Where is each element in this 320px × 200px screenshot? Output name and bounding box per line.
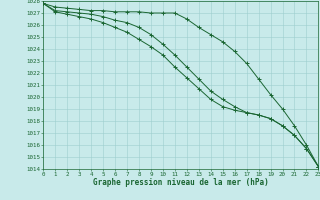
X-axis label: Graphe pression niveau de la mer (hPa): Graphe pression niveau de la mer (hPa) xyxy=(93,178,269,187)
